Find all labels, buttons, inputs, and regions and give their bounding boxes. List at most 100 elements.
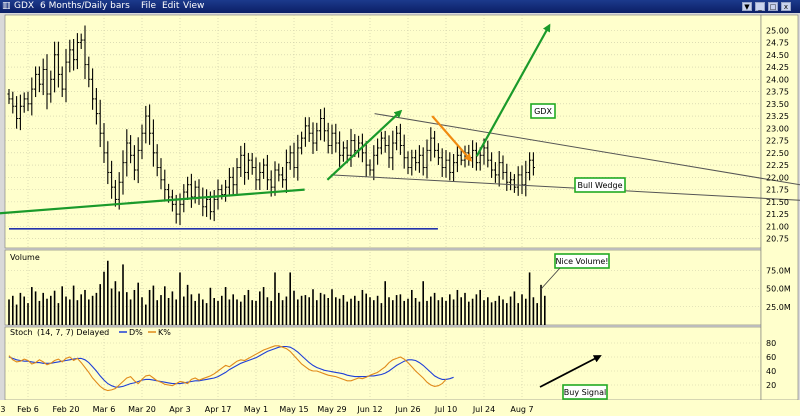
price-bar	[102, 123, 106, 163]
price-bar	[372, 145, 376, 181]
stoch-tick-label: 80	[766, 339, 776, 348]
price-tick-label: 21.00	[766, 222, 789, 231]
volume-tick-label: 25.0M	[766, 303, 791, 312]
price-tick-label: 24.00	[766, 75, 789, 84]
stoch-panel	[4, 326, 762, 401]
price-bar	[79, 33, 83, 49]
price-bar	[364, 141, 368, 177]
price-bar	[30, 77, 34, 116]
price-bar	[319, 109, 323, 141]
stoch-tick-label: 20	[766, 381, 776, 390]
price-bar	[520, 165, 524, 195]
nice-volume-annotation: Nice Volume!	[554, 253, 610, 269]
price-bar	[68, 39, 72, 73]
ticker-label: GDX	[14, 1, 35, 11]
price-bar	[106, 141, 110, 185]
price-bar	[91, 68, 95, 110]
maximize-icon[interactable]: □	[768, 2, 778, 11]
price-bar	[338, 131, 342, 167]
price-bar	[235, 158, 239, 195]
stoch-legend-k: K%	[158, 328, 171, 337]
price-bar	[11, 91, 15, 114]
price-bar	[72, 38, 76, 71]
price-bar	[425, 139, 429, 179]
stoch-tick-label: 60	[766, 353, 776, 362]
svg-text:Nice Volume!: Nice Volume!	[555, 257, 608, 266]
price-bar	[387, 135, 391, 168]
price-bar	[132, 145, 136, 181]
price-bar	[315, 122, 319, 151]
price-bar	[136, 137, 140, 184]
x-tick-label: Mar 20	[128, 405, 156, 414]
price-bar	[186, 176, 190, 201]
menu-view[interactable]: View	[183, 1, 205, 11]
price-bar	[402, 134, 406, 169]
price-bar	[383, 130, 387, 153]
price-bar	[258, 162, 262, 190]
price-bar	[273, 161, 277, 196]
price-bar	[265, 154, 269, 190]
close-icon[interactable]: x	[781, 2, 791, 11]
price-bar	[26, 91, 30, 112]
volume-title: Volume	[10, 253, 40, 262]
x-tick-label: Apr 3	[169, 405, 190, 414]
price-bar	[322, 107, 326, 142]
price-bar	[87, 56, 91, 88]
price-bar	[212, 190, 216, 222]
price-tick-label: 21.50	[766, 198, 789, 207]
price-bar	[417, 145, 421, 173]
price-bar	[243, 142, 247, 185]
price-bar	[250, 152, 254, 175]
price-bar	[501, 155, 505, 180]
price-bar	[334, 123, 338, 153]
x-tick-label: Mar 6	[93, 405, 116, 414]
price-bar	[455, 145, 459, 173]
price-bar	[140, 124, 144, 160]
projection-target-arrow	[475, 23, 551, 157]
price-bar	[516, 166, 520, 196]
price-bar	[60, 66, 64, 98]
price-bar	[193, 180, 197, 204]
price-bar	[53, 41, 57, 93]
stoch-tick-label: 40	[766, 367, 776, 376]
svg-text:Buy Signal: Buy Signal	[564, 388, 606, 397]
price-bar	[410, 149, 414, 176]
stoch-line-k	[8, 345, 447, 392]
price-bar	[368, 159, 372, 176]
menu-file[interactable]: File	[141, 1, 157, 11]
price-bar	[341, 141, 345, 162]
price-bar	[205, 189, 209, 217]
chart-icon: ▥	[2, 1, 11, 11]
stoch-params: (14, 7, 7) Delayed	[37, 328, 109, 337]
bull-wedge-annotation: Bull Wedge	[574, 177, 626, 193]
collapse-icon[interactable]: ▼	[742, 2, 752, 11]
price-bar	[296, 134, 300, 181]
menu-edit[interactable]: Edit	[162, 1, 180, 11]
price-bar	[531, 152, 535, 176]
minimize-icon[interactable]: _	[755, 2, 765, 11]
price-tick-label: 22.75	[766, 137, 789, 146]
x-tick-label: May 15	[279, 405, 308, 414]
support-trendline	[0, 188, 305, 215]
price-bar	[113, 179, 117, 207]
price-tick-label: 23.75	[766, 88, 789, 97]
price-bar	[330, 124, 334, 155]
price-bar	[376, 138, 380, 165]
stoch-title: Stoch	[10, 328, 33, 337]
price-bar	[433, 130, 437, 158]
price-bar	[216, 179, 220, 210]
price-tick-label: 24.50	[766, 51, 789, 60]
price-bar	[277, 163, 281, 182]
price-bar	[452, 153, 456, 182]
projection-down-arrow	[431, 115, 473, 162]
price-bar	[148, 104, 152, 145]
price-tick-label: 22.25	[766, 161, 789, 170]
price-bar	[41, 58, 45, 96]
price-bar	[121, 150, 125, 195]
title-bar: ▥ GDX 6 Months/Daily bars File Edit View…	[0, 0, 800, 13]
price-bar	[311, 122, 315, 154]
x-tick-label: May 29	[317, 405, 346, 414]
price-tick-label: 21.75	[766, 186, 789, 195]
x-tick-label: Feb 20	[53, 405, 80, 414]
x-tick-label: Apr 17	[205, 405, 232, 414]
